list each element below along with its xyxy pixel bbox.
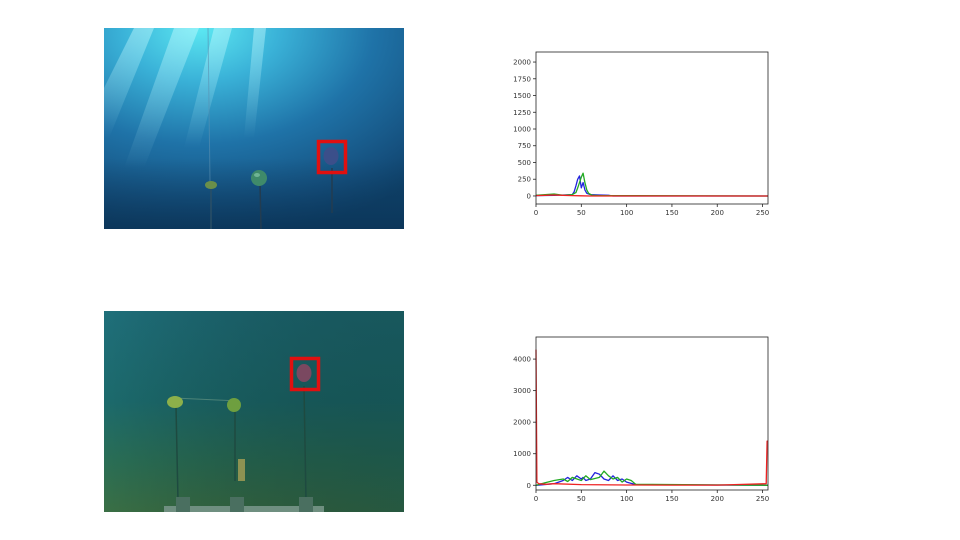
histogram-chart-enhanced: 0 50 100 150 200 250 0 1000 2000 3000 4000 bbox=[513, 336, 769, 503]
x-tick-label: 100 bbox=[620, 495, 633, 503]
y-tick-label: 1750 bbox=[513, 75, 531, 83]
x-tick-label: 100 bbox=[620, 209, 633, 217]
underwater-photo-original bbox=[104, 28, 404, 229]
series-line-1 bbox=[535, 470, 769, 486]
x-tick-label: 50 bbox=[577, 495, 586, 503]
x-tick-label: 200 bbox=[711, 495, 724, 503]
y-tick-label: 2000 bbox=[513, 59, 531, 67]
y-tick-label: 1500 bbox=[513, 92, 531, 100]
y-tick-label: 4000 bbox=[513, 356, 531, 364]
series-line-0 bbox=[535, 471, 769, 486]
histogram-chart-original: 0 50 100 150 200 250 0 250 500 750 1000 1250 1500 175… bbox=[513, 51, 769, 217]
y-tick-label: 750 bbox=[518, 142, 531, 150]
plot-frame bbox=[535, 336, 769, 491]
x-tick-label: 250 bbox=[756, 209, 769, 217]
underwater-scene-original bbox=[104, 28, 404, 229]
x-tick-label: 150 bbox=[665, 495, 678, 503]
y-tick-label: 0 bbox=[527, 482, 531, 490]
y-tick-label: 1000 bbox=[513, 450, 531, 458]
underwater-scene-enhanced bbox=[104, 311, 404, 512]
detection-box bbox=[316, 139, 348, 175]
y-tick-label: 500 bbox=[518, 159, 531, 167]
underwater-photo-enhanced bbox=[104, 311, 404, 512]
y-tick-label: 1000 bbox=[513, 126, 531, 134]
series-line-1 bbox=[535, 172, 769, 197]
x-tick-label: 0 bbox=[534, 495, 538, 503]
series-line-0 bbox=[535, 175, 768, 197]
series-line-2 bbox=[535, 194, 768, 197]
y-tick-label: 2000 bbox=[513, 419, 531, 427]
y-tick-label: 0 bbox=[527, 192, 531, 200]
plot-frame bbox=[535, 51, 769, 205]
x-tick-label: 50 bbox=[577, 209, 586, 217]
y-tick-label: 250 bbox=[518, 176, 531, 184]
x-tick-label: 250 bbox=[756, 495, 769, 503]
series-line-2 bbox=[535, 349, 768, 486]
y-tick-label: 1250 bbox=[513, 109, 531, 117]
y-tick-label: 3000 bbox=[513, 387, 531, 395]
x-tick-label: 0 bbox=[534, 209, 538, 217]
x-tick-label: 150 bbox=[665, 209, 678, 217]
x-tick-label: 200 bbox=[711, 209, 724, 217]
detection-box bbox=[289, 356, 321, 392]
